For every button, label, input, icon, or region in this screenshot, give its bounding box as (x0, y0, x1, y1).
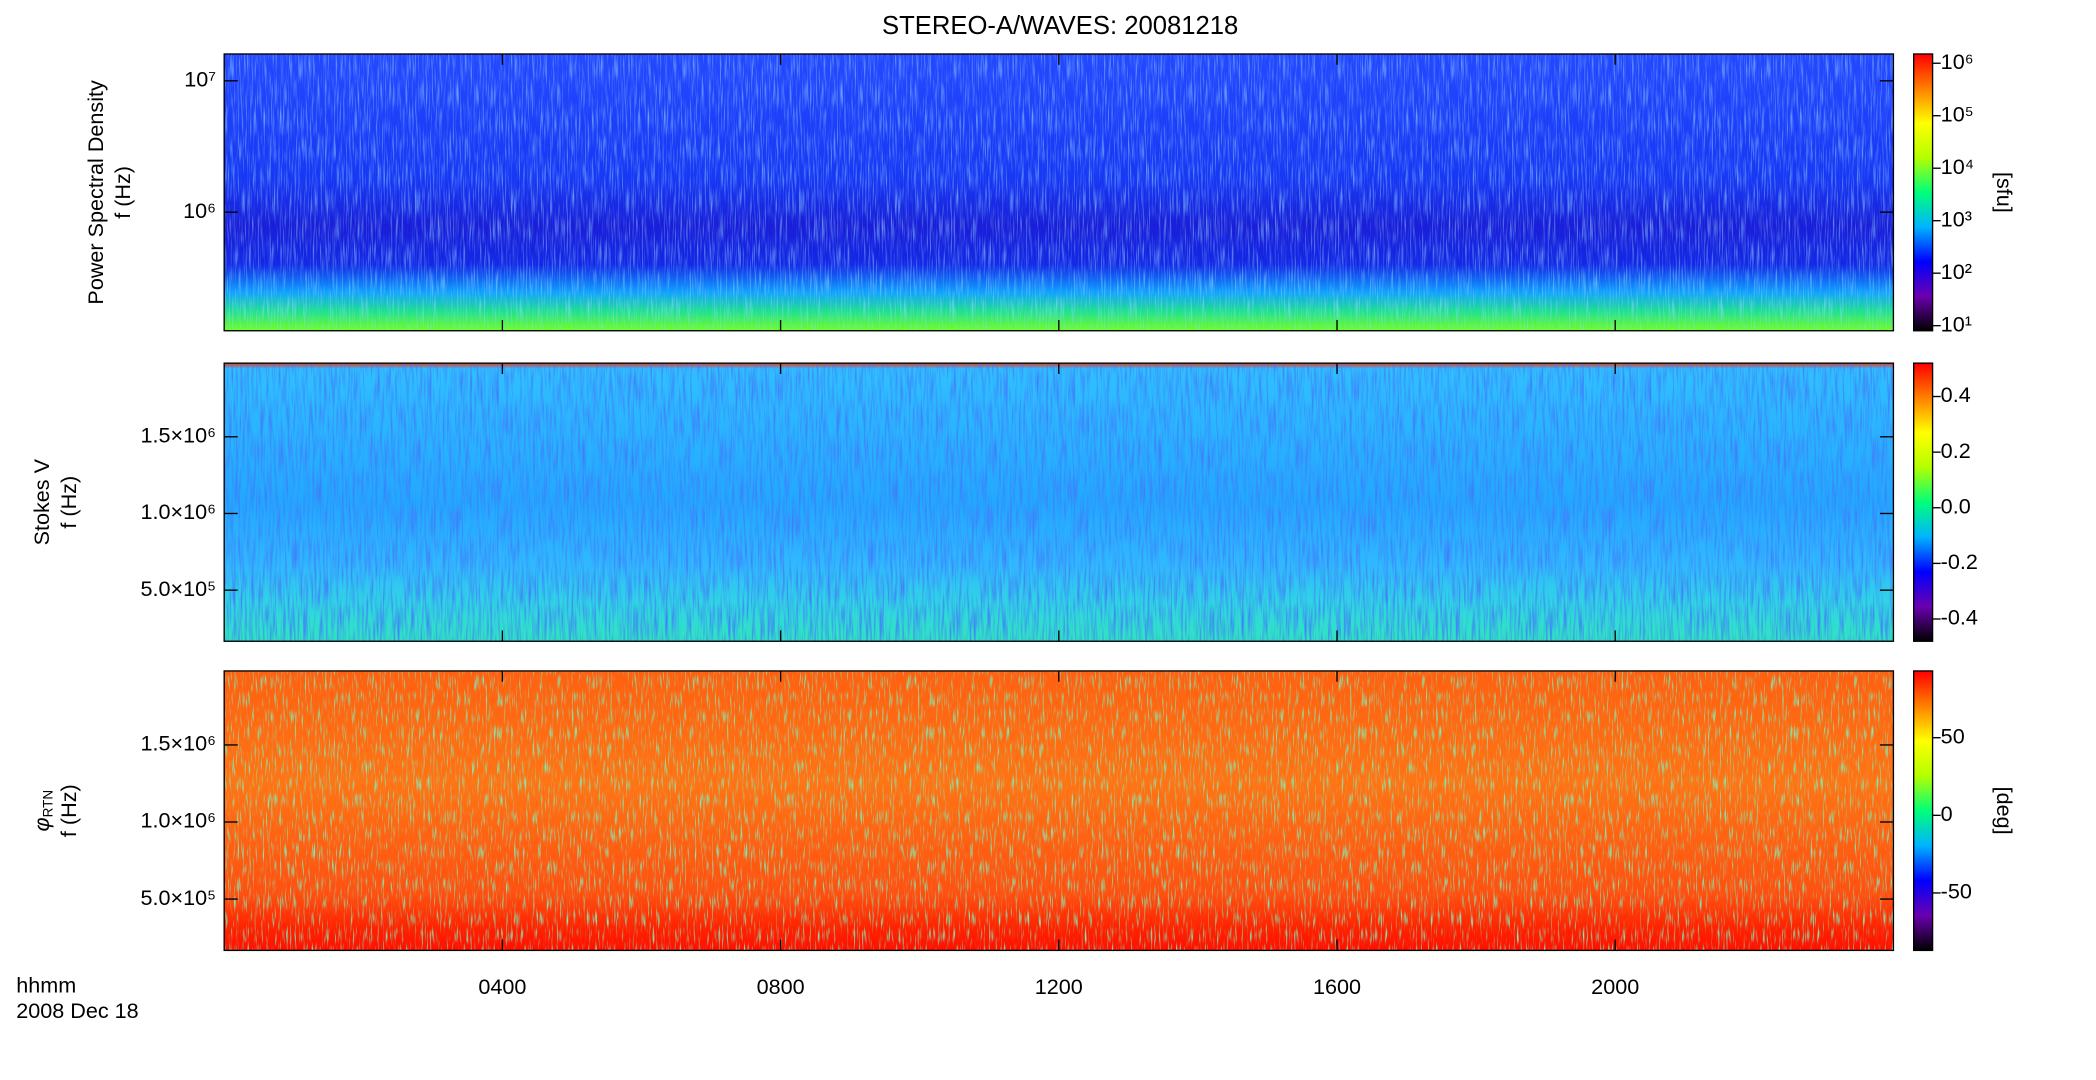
colorbar-label: [sfu] (1992, 172, 2017, 213)
colorbar-tick-label: -0.4 (1941, 605, 1978, 630)
colorbar-tick-label: 10² (1941, 259, 1972, 284)
colorbar-tick-label: 10¹ (1941, 311, 1972, 336)
x-tick-label: 0800 (757, 974, 805, 999)
colorbar-label: [deg] (1992, 787, 2017, 835)
y-tick-label: 5.0×10⁵ (140, 885, 216, 910)
x-tick-label: 1200 (1035, 974, 1083, 999)
colorbar-tick-label: 10⁴ (1941, 154, 1974, 179)
y-axis-label-subscript: RTN (40, 790, 55, 818)
x-axis-date: 2008 Dec 18 (16, 998, 138, 1023)
colorbar-tick-label: 0.4 (1941, 382, 1971, 407)
colorbar-tick-label: 0.2 (1941, 438, 1971, 463)
colorbar-tick-label: 50 (1941, 723, 1965, 748)
x-tick-label: 1600 (1313, 974, 1361, 999)
x-tick-label: 2000 (1591, 974, 1639, 999)
y-tick-label: 1.5×10⁶ (141, 731, 217, 756)
colorbar (1913, 362, 1934, 642)
x-tick-label: 0400 (478, 974, 526, 999)
colorbar (1913, 53, 1934, 332)
colorbar (1913, 670, 1934, 952)
colorbar-tick-label: 0.0 (1941, 493, 1971, 518)
y-axis-label-symbol: φ (29, 817, 54, 831)
y-tick-label: 1.0×10⁶ (141, 499, 217, 524)
x-axis-label: hhmm (16, 973, 76, 998)
y-axis-label: f (Hz) (110, 166, 135, 219)
y-tick-label: 10⁷ (184, 67, 216, 92)
y-tick-label: 1.0×10⁶ (141, 808, 217, 833)
y-tick-label: 1.5×10⁶ (141, 422, 217, 447)
y-axis-label: f (Hz) (56, 476, 81, 529)
y-axis-label: Power Spectral Density (83, 80, 108, 305)
colorbar-tick-label: 10⁶ (1941, 49, 1974, 74)
colorbar-tick-label: 10⁵ (1941, 101, 1974, 126)
colorbar-tick-label: -50 (1941, 879, 1972, 904)
y-axis-label: f (Hz) (56, 784, 81, 837)
colorbar-tick-label: 10³ (1941, 206, 1972, 231)
spectrogram-texture (224, 363, 1894, 642)
y-tick-label: 5.0×10⁵ (140, 576, 216, 601)
colorbar-tick-label: 0 (1941, 801, 1953, 826)
chart-title: STEREO-A/WAVES: 20081218 (882, 12, 1238, 40)
spectrogram-texture (224, 54, 1894, 331)
y-tick-label: 10⁶ (183, 198, 216, 223)
colorbar-tick-label: -0.2 (1941, 549, 1978, 574)
y-axis-label: φRTN (29, 790, 55, 832)
y-axis-label: Stokes V (29, 458, 54, 545)
spectrogram-texture (224, 670, 1894, 951)
